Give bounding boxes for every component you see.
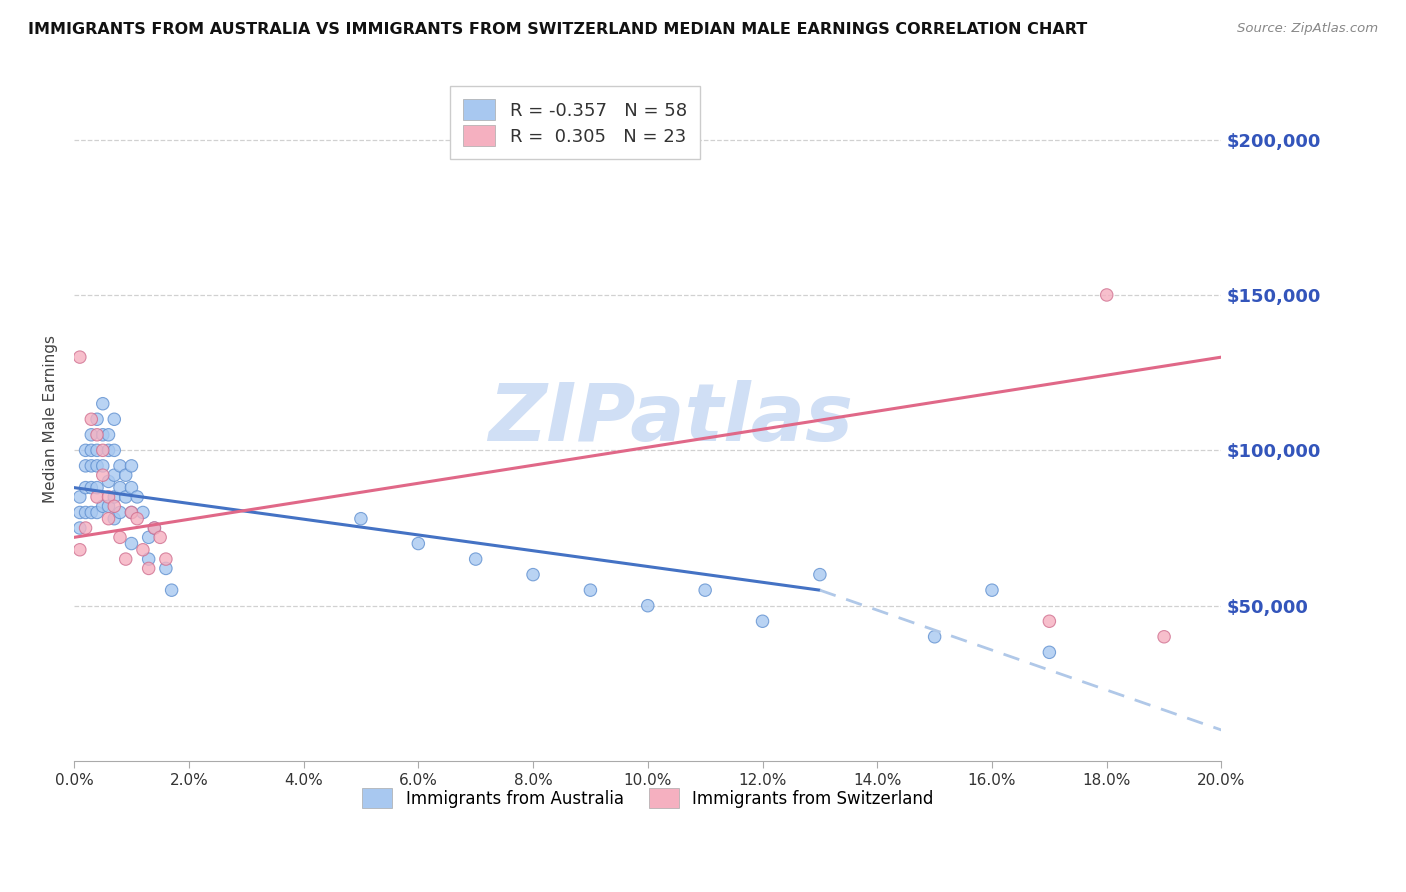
- Point: [103, 443, 125, 458]
- Text: ZIPatlas: ZIPatlas: [488, 380, 853, 458]
- Point: [637, 599, 659, 613]
- Point: [80, 506, 103, 520]
- Point: [1038, 614, 1060, 628]
- Point: [408, 536, 430, 550]
- Point: [91, 443, 114, 458]
- Point: [103, 490, 125, 504]
- Point: [86, 427, 108, 442]
- Point: [80, 427, 103, 442]
- Point: [75, 521, 97, 535]
- Point: [97, 490, 120, 504]
- Point: [91, 427, 114, 442]
- Point: [114, 552, 136, 566]
- Point: [464, 552, 486, 566]
- Point: [143, 521, 166, 535]
- Point: [75, 481, 97, 495]
- Point: [91, 468, 114, 483]
- Point: [103, 511, 125, 525]
- Point: [751, 614, 773, 628]
- Point: [80, 458, 103, 473]
- Point: [86, 490, 108, 504]
- Point: [924, 630, 946, 644]
- Point: [75, 458, 97, 473]
- Point: [69, 350, 91, 364]
- Point: [114, 468, 136, 483]
- Point: [108, 458, 131, 473]
- Point: [91, 458, 114, 473]
- Point: [97, 443, 120, 458]
- Point: [108, 530, 131, 544]
- Text: IMMIGRANTS FROM AUSTRALIA VS IMMIGRANTS FROM SWITZERLAND MEDIAN MALE EARNINGS CO: IMMIGRANTS FROM AUSTRALIA VS IMMIGRANTS …: [28, 22, 1087, 37]
- Point: [143, 521, 166, 535]
- Point: [114, 490, 136, 504]
- Point: [155, 552, 177, 566]
- Point: [108, 481, 131, 495]
- Point: [160, 583, 183, 598]
- Point: [579, 583, 602, 598]
- Point: [69, 506, 91, 520]
- Point: [120, 481, 142, 495]
- Point: [132, 542, 155, 557]
- Point: [138, 530, 160, 544]
- Point: [1153, 630, 1175, 644]
- Point: [1038, 645, 1060, 659]
- Legend: Immigrants from Australia, Immigrants from Switzerland: Immigrants from Australia, Immigrants fr…: [356, 781, 941, 814]
- Point: [149, 530, 172, 544]
- Point: [103, 412, 125, 426]
- Point: [127, 490, 149, 504]
- Point: [120, 458, 142, 473]
- Point: [120, 506, 142, 520]
- Text: Source: ZipAtlas.com: Source: ZipAtlas.com: [1237, 22, 1378, 36]
- Point: [97, 500, 120, 514]
- Point: [86, 506, 108, 520]
- Point: [155, 561, 177, 575]
- Point: [981, 583, 1004, 598]
- Point: [69, 490, 91, 504]
- Point: [1095, 288, 1118, 302]
- Point: [75, 443, 97, 458]
- Point: [75, 506, 97, 520]
- Point: [108, 506, 131, 520]
- Point: [86, 458, 108, 473]
- Point: [103, 500, 125, 514]
- Point: [138, 552, 160, 566]
- Point: [80, 412, 103, 426]
- Point: [97, 475, 120, 489]
- Point: [103, 468, 125, 483]
- Point: [97, 511, 120, 525]
- Point: [120, 506, 142, 520]
- Point: [86, 481, 108, 495]
- Point: [69, 521, 91, 535]
- Point: [86, 443, 108, 458]
- Point: [80, 443, 103, 458]
- Y-axis label: Median Male Earnings: Median Male Earnings: [44, 335, 58, 503]
- Point: [522, 567, 544, 582]
- Point: [120, 536, 142, 550]
- Point: [80, 481, 103, 495]
- Point: [91, 397, 114, 411]
- Point: [695, 583, 717, 598]
- Point: [91, 500, 114, 514]
- Point: [350, 511, 373, 525]
- Point: [97, 427, 120, 442]
- Point: [138, 561, 160, 575]
- Point: [808, 567, 831, 582]
- Point: [127, 511, 149, 525]
- Point: [132, 506, 155, 520]
- Point: [69, 542, 91, 557]
- Point: [86, 412, 108, 426]
